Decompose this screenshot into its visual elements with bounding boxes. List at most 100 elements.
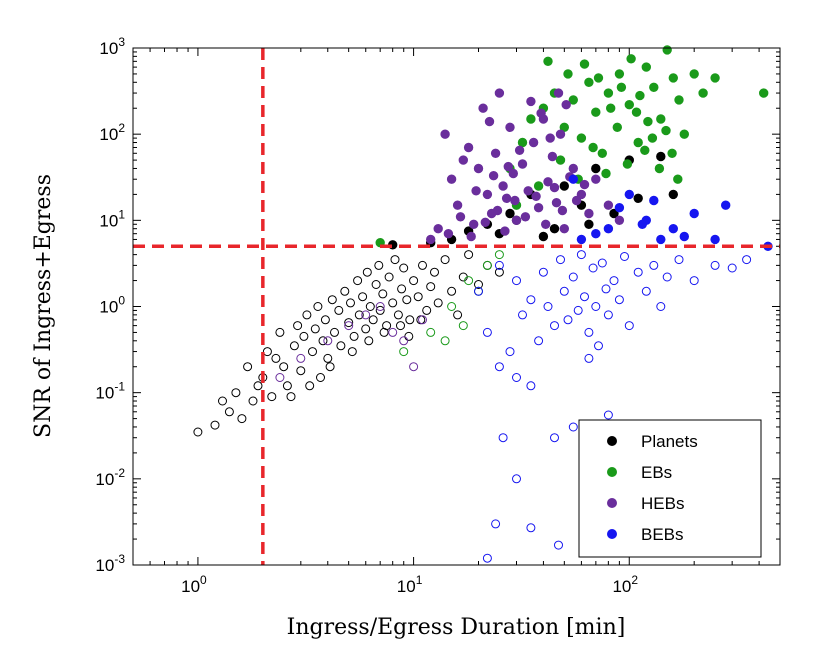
data-point-hebs xyxy=(375,302,385,311)
data-point-planets xyxy=(248,396,258,406)
data-point-hebs xyxy=(480,217,491,228)
data-point-ebs xyxy=(759,88,769,98)
data-point-bebs xyxy=(526,523,536,533)
data-point-bebs xyxy=(603,223,614,234)
data-point-ebs xyxy=(568,95,579,105)
data-point-ebs xyxy=(517,137,528,148)
data-point-planets xyxy=(349,331,359,341)
data-point-ebs xyxy=(440,336,450,346)
data-point-ebs xyxy=(482,260,492,270)
data-point-bebs xyxy=(556,255,565,265)
data-point-planets xyxy=(253,381,263,391)
axis-ticks: 100 101 102 10-3 10-2 10-1 100 101 102 103 xyxy=(95,35,781,596)
data-point-bebs xyxy=(597,258,607,268)
data-point-hebs xyxy=(388,327,398,337)
data-point-planets xyxy=(364,336,374,346)
data-point-planets xyxy=(390,255,400,265)
data-point-planets xyxy=(293,321,303,331)
data-point-hebs xyxy=(503,161,514,172)
data-point-hebs xyxy=(571,195,582,206)
data-point-hebs xyxy=(603,200,614,210)
data-point-hebs xyxy=(614,215,625,226)
data-point-bebs xyxy=(491,519,501,529)
data-point-bebs xyxy=(550,433,559,443)
data-point-ebs xyxy=(579,59,590,69)
data-point-ebs xyxy=(606,103,616,113)
data-point-ebs xyxy=(614,69,625,79)
data-point-hebs xyxy=(547,151,558,162)
data-point-planets xyxy=(668,189,679,200)
data-point-planets xyxy=(302,310,312,320)
data-point-hebs xyxy=(469,219,479,230)
data-point-planets xyxy=(262,347,272,357)
data-point-ebs xyxy=(588,142,598,153)
data-point-bebs xyxy=(568,174,579,184)
data-point-planets xyxy=(440,255,450,265)
y-tick-label: 10-3 xyxy=(95,552,125,575)
data-point-planets xyxy=(404,331,414,341)
data-point-hebs xyxy=(545,133,555,143)
data-point-planets xyxy=(330,327,339,337)
data-point-planets xyxy=(453,310,463,320)
data-point-ebs xyxy=(399,347,409,357)
legend-marker-ebs xyxy=(607,467,617,477)
data-point-bebs xyxy=(649,195,659,206)
data-point-bebs xyxy=(721,200,731,210)
data-point-planets xyxy=(313,302,323,311)
data-point-planets xyxy=(224,407,234,417)
data-point-bebs xyxy=(633,267,643,277)
data-point-planets xyxy=(362,267,372,277)
data-point-bebs xyxy=(512,276,521,286)
data-point-hebs xyxy=(275,373,285,382)
data-point-hebs xyxy=(361,310,371,320)
data-point-planets xyxy=(464,250,474,260)
data-point-ebs xyxy=(689,69,699,79)
data-point-ebs xyxy=(576,133,587,143)
data-point-bebs xyxy=(543,302,553,311)
data-point-bebs xyxy=(609,276,619,286)
data-point-hebs xyxy=(559,223,570,234)
data-point-bebs xyxy=(679,231,690,242)
data-point-planets xyxy=(474,280,483,289)
data-point-planets xyxy=(422,305,432,315)
x-axis-title: Ingress/Egress Duration [min] xyxy=(287,615,626,640)
data-point-planets xyxy=(267,392,277,402)
data-point-ebs xyxy=(563,69,573,79)
data-point-hebs xyxy=(455,212,466,222)
data-point-planets xyxy=(409,276,419,286)
data-point-ebs xyxy=(458,321,468,331)
data-point-planets xyxy=(371,280,381,289)
data-point-ebs xyxy=(593,73,604,83)
data-point-hebs xyxy=(463,142,474,153)
y-tick-label: 10-2 xyxy=(95,466,125,489)
y-tick-label: 102 xyxy=(99,121,125,144)
data-point-bebs xyxy=(568,422,578,432)
data-point-bebs xyxy=(674,255,684,265)
data-point-planets xyxy=(633,193,643,204)
data-point-planets xyxy=(299,331,309,341)
data-point-hebs xyxy=(557,205,568,216)
data-point-ebs xyxy=(654,163,665,174)
data-point-bebs xyxy=(603,310,613,320)
data-point-planets xyxy=(358,292,368,302)
data-point-hebs xyxy=(514,145,525,156)
data-point-ebs xyxy=(626,54,636,64)
data-point-planets xyxy=(494,267,504,277)
data-point-bebs xyxy=(518,310,527,320)
data-point-planets xyxy=(344,318,354,328)
plot-frame xyxy=(132,47,781,566)
data-point-ebs xyxy=(679,129,690,139)
data-point-bebs xyxy=(594,341,603,351)
y-tick-label: 10-1 xyxy=(95,380,125,403)
data-point-bebs xyxy=(498,433,508,443)
data-point-bebs xyxy=(591,228,601,239)
data-point-ebs xyxy=(624,99,635,110)
legend-label-hebs: HEBs xyxy=(641,494,684,513)
data-point-planets xyxy=(433,298,443,308)
data-point-bebs xyxy=(614,202,625,213)
threshold-lines xyxy=(133,48,780,565)
data-point-ebs xyxy=(698,88,708,98)
data-point-ebs xyxy=(710,73,720,83)
data-point-bebs xyxy=(710,234,720,245)
data-point-hebs xyxy=(520,212,531,222)
